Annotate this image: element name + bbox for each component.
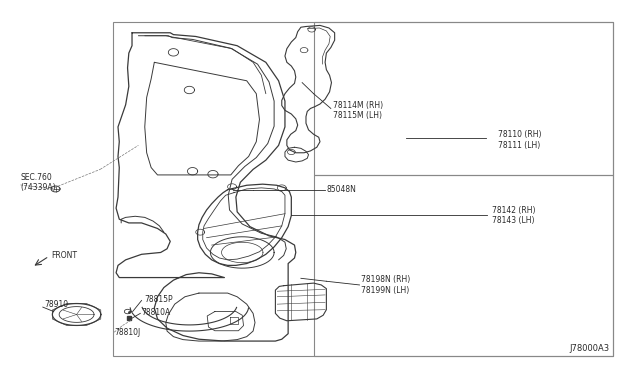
Text: 78198N (RH)
78199N (LH): 78198N (RH) 78199N (LH) [362,275,411,295]
Text: 78114M (RH)
78115M (LH): 78114M (RH) 78115M (LH) [333,100,383,120]
Text: 78810A: 78810A [141,308,171,317]
Text: J78000A3: J78000A3 [570,344,610,353]
Bar [314,22,613,175]
Text: 78815P: 78815P [145,295,173,304]
Text: 78142 (RH)
78143 (LH): 78142 (RH) 78143 (LH) [492,206,536,225]
Text: 78810J: 78810J [114,328,140,337]
Text: 85048N: 85048N [326,185,356,194]
Text: SEC.760
(74339A): SEC.760 (74339A) [20,173,56,192]
Polygon shape [51,186,60,192]
Bar [314,175,613,356]
Polygon shape [124,310,131,314]
Bar [113,22,613,356]
Text: 78910: 78910 [45,300,69,310]
Text: 78110 (RH)
78111 (LH): 78110 (RH) 78111 (LH) [499,130,542,150]
Text: FRONT: FRONT [51,251,77,260]
